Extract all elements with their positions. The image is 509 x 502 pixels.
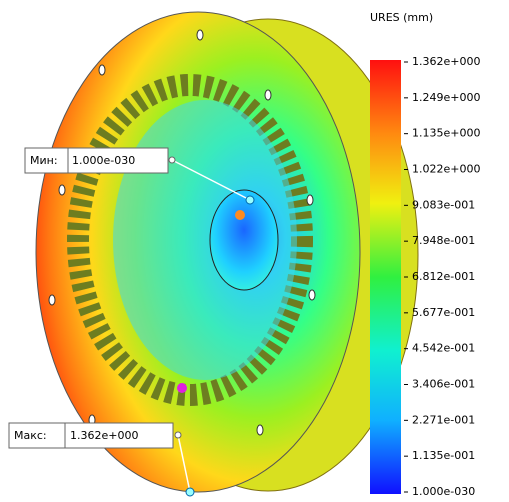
legend-label: 5.677e-001	[412, 306, 475, 319]
annotation-value: 1.000e-030	[72, 154, 135, 167]
annotation-label: Макс:	[14, 429, 47, 442]
legend-label: 2.271e-001	[412, 413, 475, 426]
legend-label: 1.022e+000	[412, 163, 480, 176]
max-marker	[177, 383, 187, 393]
min-marker	[235, 210, 245, 220]
leader-start	[169, 157, 175, 163]
legend-label: 7.948e-001	[412, 234, 475, 247]
legend-label: 3.406e-001	[412, 378, 475, 391]
annotation-value: 1.362e+000	[70, 429, 138, 442]
color-bar	[370, 60, 401, 494]
legend-label: 1.135e-001	[412, 449, 475, 462]
legend-label: 1.000e-030	[412, 485, 475, 498]
legend-title: URES (mm)	[370, 11, 433, 24]
legend-label: 1.135e+000	[412, 127, 480, 140]
page: Мин: 1.000e-030 Макс: 1.362e+000 URES (m…	[0, 0, 509, 502]
legend-label: 1.362e+000	[412, 55, 480, 68]
leader-start	[175, 432, 181, 438]
legend-label: 1.249e+000	[412, 91, 480, 104]
leader-end	[246, 196, 254, 204]
hub-hole	[210, 190, 278, 290]
legend-labels: 1.362e+000 1.249e+000 1.135e+000 1.022e+000…	[404, 55, 480, 498]
leader-end	[186, 488, 194, 496]
legend-label: 6.812e-001	[412, 270, 475, 283]
annotation-label: Мин:	[30, 154, 58, 167]
screen: Мин: 1.000e-030 Макс: 1.362e+000 URES (m…	[0, 0, 509, 498]
legend-label: 9.083e-001	[412, 198, 475, 211]
legend-label: 4.542e-001	[412, 342, 475, 355]
